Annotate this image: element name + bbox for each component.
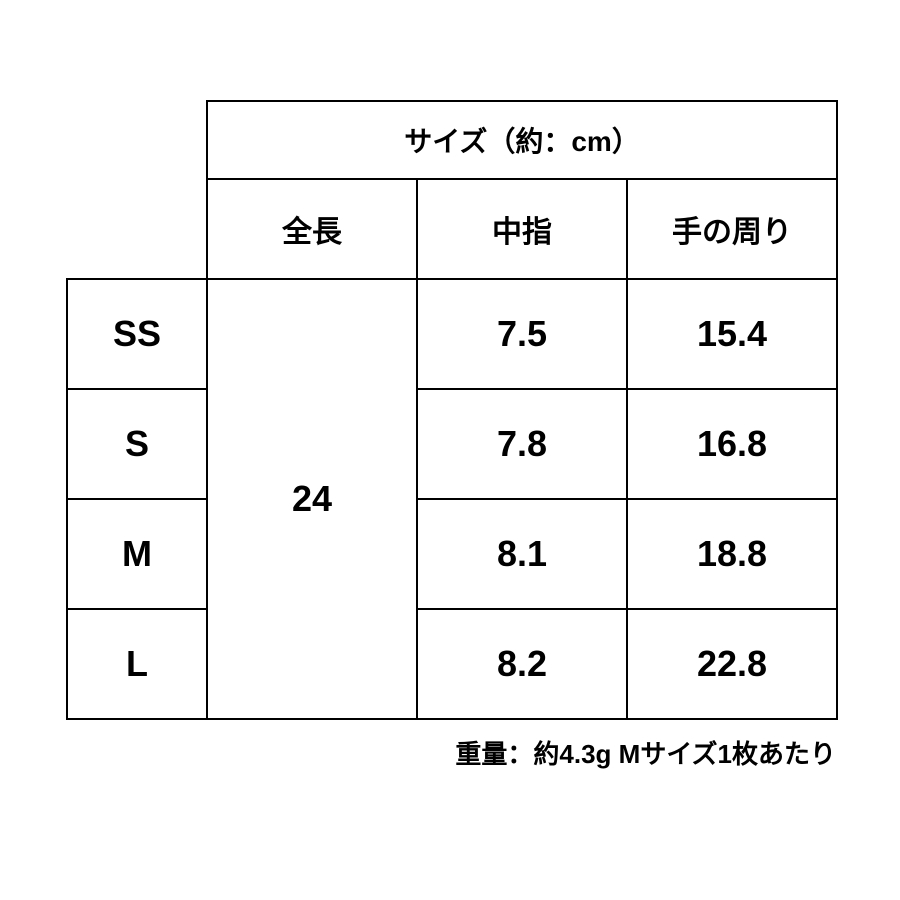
column-super-header: サイズ（約：cm） [207, 101, 837, 179]
header-row-1: サイズ（約：cm） [67, 101, 837, 179]
cell-nakayubi: 8.1 [417, 499, 627, 609]
blank-corner [67, 101, 207, 279]
table-row: SS247.515.4 [67, 279, 837, 389]
cell-zencho-merged: 24 [207, 279, 417, 719]
column-header-nakayubi: 中指 [417, 179, 627, 279]
row-label: SS [67, 279, 207, 389]
cell-temawari: 15.4 [627, 279, 837, 389]
row-label: M [67, 499, 207, 609]
size-table: サイズ（約：cm） 全長 中指 手の周り SS247.515.4S7.816.8… [66, 100, 838, 720]
table-body: SS247.515.4S7.816.8M8.118.8L8.222.8 [67, 279, 837, 719]
row-label: L [67, 609, 207, 719]
cell-temawari: 22.8 [627, 609, 837, 719]
table-row: M 8.118.8 [67, 499, 837, 609]
cell-nakayubi: 8.2 [417, 609, 627, 719]
cell-temawari: 16.8 [627, 389, 837, 499]
weight-caption: 重量：約4.3g Mサイズ1枚あたり [455, 734, 836, 771]
table-row: L 8.222.8 [67, 609, 837, 719]
column-header-temawari: 手の周り [627, 179, 837, 279]
column-header-zencho: 全長 [207, 179, 417, 279]
cell-nakayubi: 7.5 [417, 279, 627, 389]
table-row: S 7.816.8 [67, 389, 837, 499]
cell-temawari: 18.8 [627, 499, 837, 609]
caption-text: 約4.3g Mサイズ1枚あたり [533, 739, 836, 769]
cell-nakayubi: 7.8 [417, 389, 627, 499]
page: サイズ（約：cm） 全長 中指 手の周り SS247.515.4S7.816.8… [0, 0, 900, 900]
caption-prefix: 重量： [455, 739, 533, 769]
row-label: S [67, 389, 207, 499]
